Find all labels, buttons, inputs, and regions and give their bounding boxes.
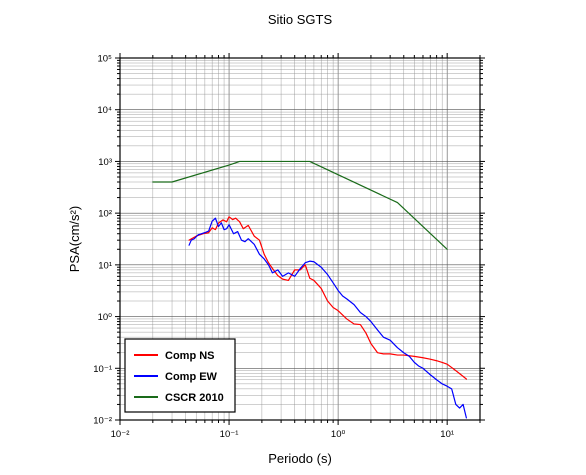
y-tick-label: 10¹ bbox=[98, 260, 112, 271]
y-tick-labels: 10⁻² 10⁻¹ 10⁰ 10¹ 10² 10³ 10⁴ 10⁵ bbox=[93, 54, 112, 427]
y-tick-label: 10⁻² bbox=[93, 416, 112, 427]
y-tick-label: 10⁴ bbox=[97, 105, 112, 116]
x-tick-label: 10⁻² bbox=[111, 429, 130, 440]
y-tick-label: 10⁰ bbox=[98, 312, 113, 323]
x-tick-label: 10⁻¹ bbox=[220, 429, 239, 440]
x-tick-labels: 10⁻² 10⁻¹ 10⁰ 10¹ bbox=[111, 429, 454, 440]
y-tick-label: 10² bbox=[98, 209, 112, 220]
legend-label: Comp EW bbox=[165, 371, 218, 383]
y-tick-label: 10⁵ bbox=[97, 54, 112, 65]
y-tick-label: 10³ bbox=[98, 157, 112, 168]
x-axis-label: Periodo (s) bbox=[268, 451, 332, 466]
y-axis-label: PSA(cm/s²) bbox=[67, 206, 82, 272]
legend-label: Comp NS bbox=[165, 350, 215, 362]
series-line-cscr-2010 bbox=[152, 160, 448, 250]
series-line-comp-ew bbox=[188, 217, 467, 419]
x-tick-label: 10⁰ bbox=[331, 429, 346, 440]
chart-ticks bbox=[115, 53, 485, 425]
x-tick-label: 10¹ bbox=[440, 429, 454, 440]
chart-title: Sitio SGTS bbox=[268, 12, 333, 27]
plot-frame bbox=[119, 57, 481, 421]
chart-legend: Comp NS Comp EW CSCR 2010 bbox=[124, 338, 236, 413]
series-line-comp-ns bbox=[188, 216, 467, 380]
y-tick-label: 10⁻¹ bbox=[93, 364, 112, 375]
legend-label: CSCR 2010 bbox=[165, 392, 224, 404]
chart-series bbox=[152, 160, 467, 419]
